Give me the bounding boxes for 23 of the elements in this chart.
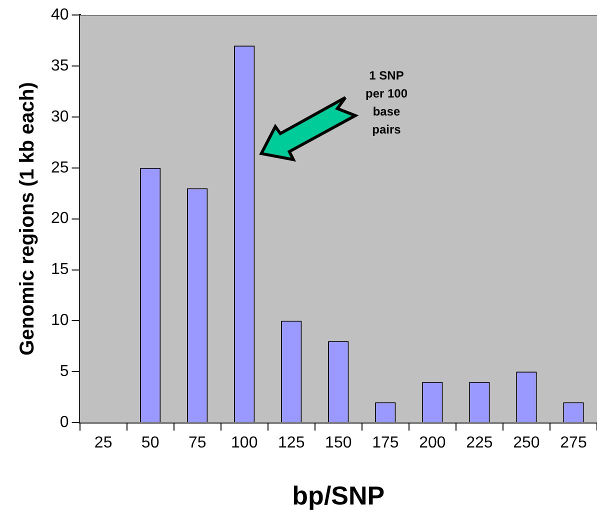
- x-tick-label: 100: [231, 434, 258, 452]
- y-axis-title: Genomic regions (1 kb each): [16, 82, 39, 356]
- y-tick-label: 10: [51, 312, 69, 330]
- x-tick-label: 125: [278, 434, 305, 452]
- x-tick-label: 50: [141, 434, 160, 452]
- y-tick-label: 30: [51, 108, 69, 126]
- x-tick-label: 225: [466, 434, 493, 452]
- x-tick-label: 200: [419, 434, 446, 452]
- x-tick-label: 275: [560, 434, 587, 452]
- y-tick-label: 20: [51, 210, 69, 228]
- x-tick-label: 150: [325, 434, 352, 452]
- y-tick-label: 25: [51, 159, 69, 176]
- x-tick-label: 25: [94, 434, 112, 452]
- y-tick-label: 5: [60, 363, 69, 380]
- annotation: 1 SNP per 100 base pairs: [365, 68, 408, 136]
- y-tick-label: 0: [60, 414, 69, 432]
- x-tick-label: 250: [513, 434, 540, 452]
- x-tick-label: 175: [372, 434, 399, 452]
- x-axis-title: bp/SNP: [292, 480, 385, 511]
- y-tick-label: 15: [51, 261, 69, 278]
- y-tick-label: 40: [51, 6, 69, 24]
- x-tick-label: 75: [188, 434, 206, 452]
- y-tick-label: 35: [51, 57, 69, 74]
